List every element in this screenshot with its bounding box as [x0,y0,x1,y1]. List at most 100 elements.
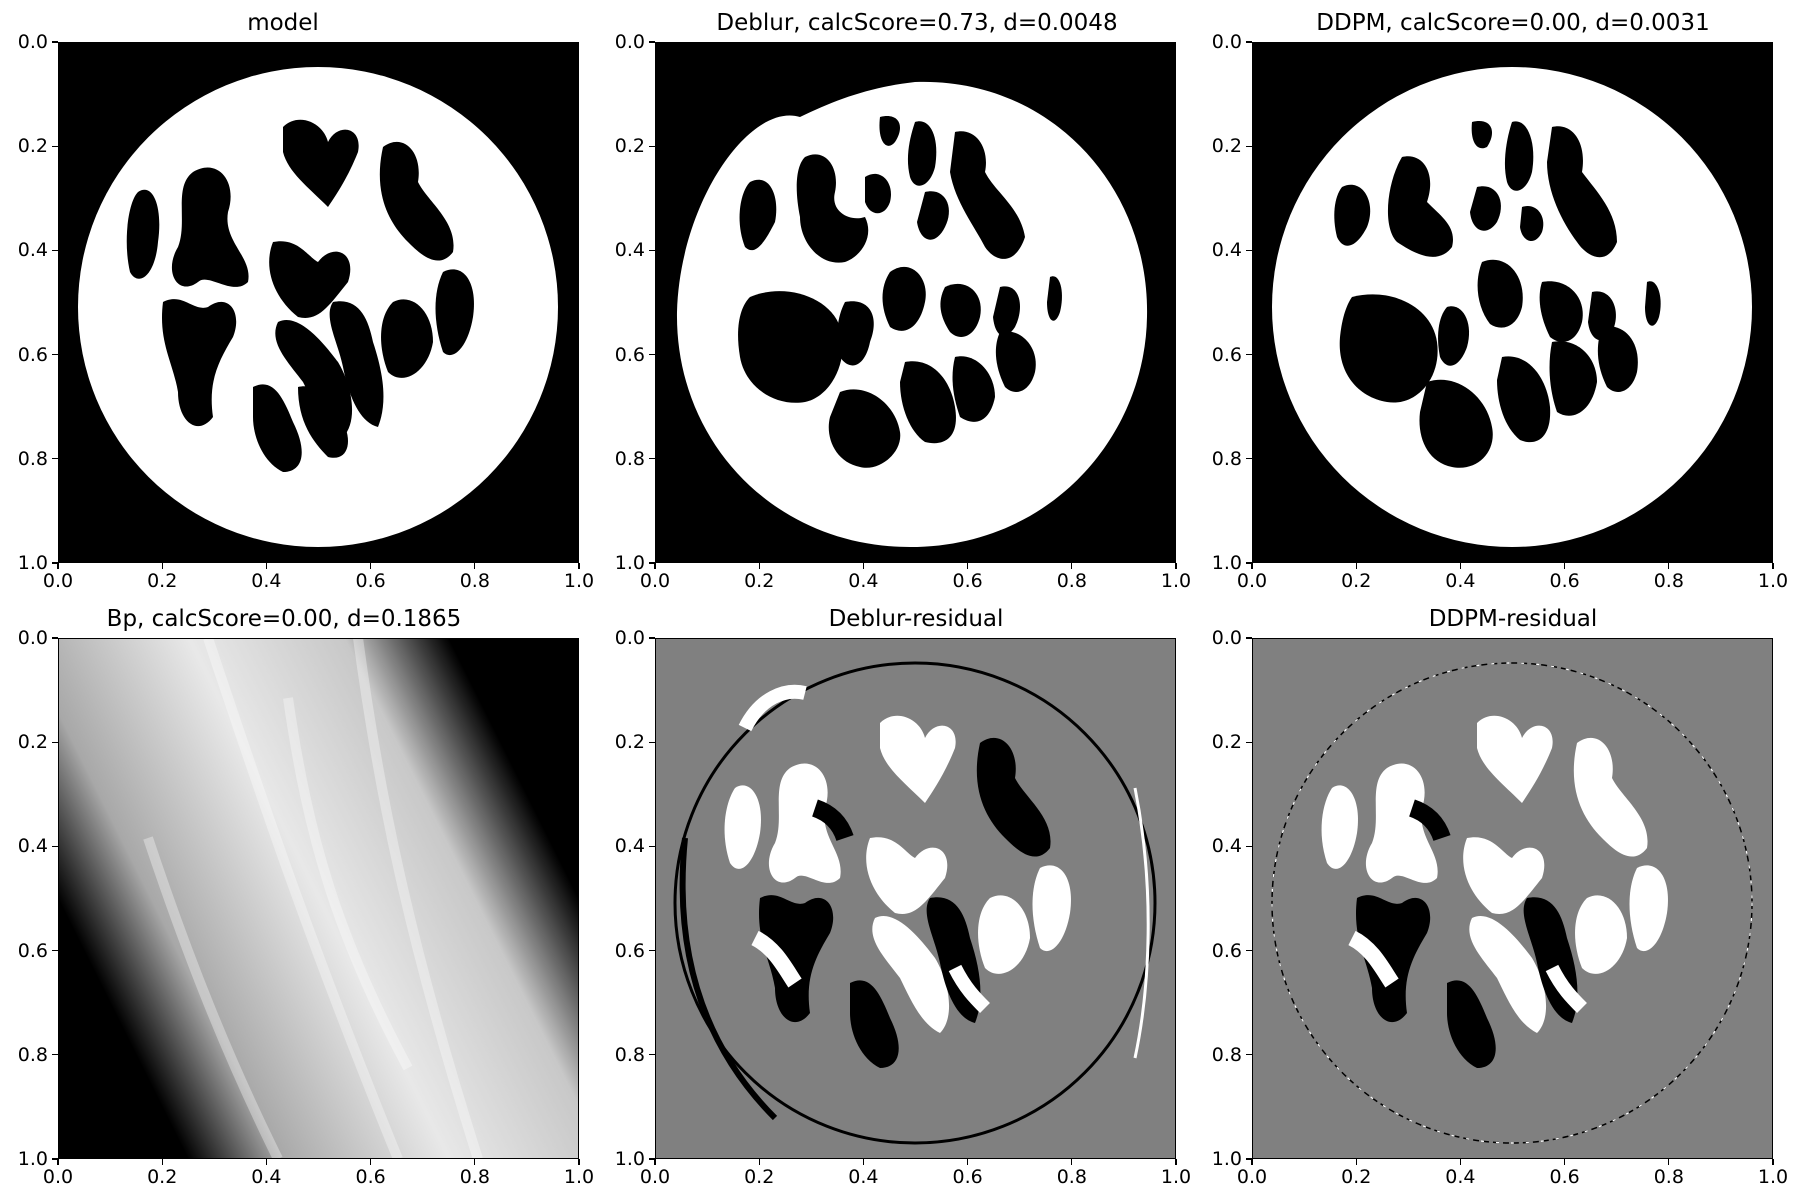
model-x-tick-label: 1.0 [563,570,595,592]
bp-x-tickmark [578,1159,580,1165]
deblur-residual-y-tickmark [649,949,655,952]
deblur-frame [655,42,1176,563]
deblur-x-tickmark [654,563,656,569]
ddpm-image [1252,42,1773,563]
deblur-image [655,42,1176,563]
model-x-tickmark [57,563,59,569]
deblur-residual-x-tickmark [654,1159,656,1165]
ddpm-residual-x-tick-label: 0.4 [1445,1166,1476,1188]
deblur-residual-x-tickmark [966,1159,969,1165]
deblur-residual-x-tickmark [1071,1159,1073,1165]
deblur-residual-x-tickmark [758,1159,760,1165]
deblur-y-tick-label: 0.0 [614,31,645,53]
deblur-residual-image [655,638,1176,1159]
deblur-y-tickmark [649,562,655,564]
deblur-residual-y-tick-label: 0.0 [614,627,645,649]
bp-x-tickmark [369,1159,372,1165]
ddpm-residual-y-tick-label: 0.4 [1211,835,1242,858]
deblur-x-tickmark [966,563,969,569]
ddpm-residual-y-tick-label: 0.8 [1211,1043,1242,1066]
model-y-tickmark [52,145,58,147]
bp-x-tick-label: 0.4 [251,1166,282,1188]
panel-model [58,42,579,563]
ddpm-residual-x-tick-label: 0.0 [1236,1166,1268,1188]
model-y-tick-label: 0.6 [17,343,48,366]
bp-y-tick-label: 0.8 [17,1043,48,1066]
ddpm-residual-x-tickmark [1563,1159,1566,1165]
model-frame [58,42,579,563]
bp-y-tickmark [52,741,58,743]
model-x-tick-label: 0.0 [42,570,74,592]
ddpm-frame [1252,42,1773,563]
bp-y-tick-label: 0.2 [17,731,48,754]
panel-deblur [655,42,1176,563]
deblur-x-tickmark [758,563,760,569]
ddpm-y-tickmark [1246,145,1252,147]
model-x-tick-label: 0.2 [147,570,178,592]
model-inclusions [126,119,474,472]
ddpm-residual-y-tick-label: 0.2 [1211,731,1242,754]
deblur-residual-x-tick-label: 0.2 [744,1166,775,1188]
ddpm-x-tick-label: 0.4 [1445,570,1476,592]
ddpm-y-tick-label: 0.0 [1211,31,1242,53]
model-x-tickmark [474,563,476,569]
deblur-residual-frame [655,638,1176,1159]
model-x-tickmark [265,563,268,569]
bp-y-tickmark [52,949,58,952]
ddpm-residual-y-tick-label: 0.6 [1211,939,1242,962]
ddpm-x-tickmark [1772,563,1774,569]
bp-y-tick-label: 0.4 [17,835,48,858]
deblur-residual-y-tickmark [649,637,655,639]
deblur-residual-x-tickmark [862,1159,865,1165]
ddpm-y-tickmark [1246,458,1252,460]
deblur-x-tick-label: 0.4 [848,570,879,592]
ddpm-y-tickmark [1246,562,1252,564]
deblur-residual-y-tick-label: 0.8 [614,1043,645,1066]
ddpm-x-tick-label: 0.6 [1549,570,1580,592]
ddpm-x-tick-label: 0.0 [1236,570,1268,592]
deblur-residual-y-tick-label: 0.6 [614,939,645,962]
ddpm-residual-frame [1252,638,1773,1159]
deblur-residual-y-tickmark [649,845,655,848]
ddpm-x-tickmark [1251,563,1253,569]
model-y-tick-label: 0.4 [17,239,48,262]
deblur-residual-x-tickmark [1175,1159,1177,1165]
bp-y-tickmark [52,637,58,639]
ddpm-residual-x-tickmark [1251,1159,1253,1165]
deblur-y-tickmark [649,458,655,460]
deblur-y-tick-label: 0.8 [614,447,645,470]
deblur-y-tickmark [649,353,655,356]
ddpm-residual-y-tickmark [1246,637,1252,639]
model-y-tick-label: 0.8 [17,447,48,470]
ddpm-x-tickmark [1459,563,1462,569]
panel-bp [58,638,579,1159]
panel-ddpm [1252,42,1773,563]
bp-frame [58,638,579,1159]
deblur-x-tickmark [862,563,865,569]
ddpm-x-tick-label: 0.2 [1341,570,1372,592]
panel-title-deblur: Deblur, calcScore=0.73, d=0.0048 [716,10,1118,36]
model-x-tickmark [578,563,580,569]
deblur-x-tick-label: 1.0 [1160,570,1192,592]
deblur-residual-x-tick-label: 0.0 [639,1166,671,1188]
bp-y-tickmark [52,845,58,848]
deblur-residual-y-tickmark [649,1158,655,1160]
ddpm-residual-blobs [1321,715,1668,1068]
ddpm-residual-x-tick-label: 0.8 [1653,1166,1684,1188]
deblur-x-tickmark [1071,563,1073,569]
bp-x-tick-label: 1.0 [563,1166,595,1188]
deblur-y-tickmark [649,41,655,43]
deblur-y-tick-label: 0.2 [614,135,645,158]
ddpm-x-tickmark [1563,563,1566,569]
deblur-y-tick-label: 0.4 [614,239,645,262]
ddpm-residual-x-tickmark [1668,1159,1670,1165]
deblur-residual-y-tickmark [649,741,655,743]
ddpm-x-tickmark [1668,563,1670,569]
ddpm-residual-y-tickmark [1246,845,1252,848]
model-x-tickmark [369,563,372,569]
deblur-x-tick-label: 0.8 [1056,570,1087,592]
ddpm-residual-x-tickmark [1355,1159,1357,1165]
deblur-y-tick-label: 0.6 [614,343,645,366]
deblur-x-tick-label: 0.6 [952,570,983,592]
model-x-tick-label: 0.6 [355,570,386,592]
